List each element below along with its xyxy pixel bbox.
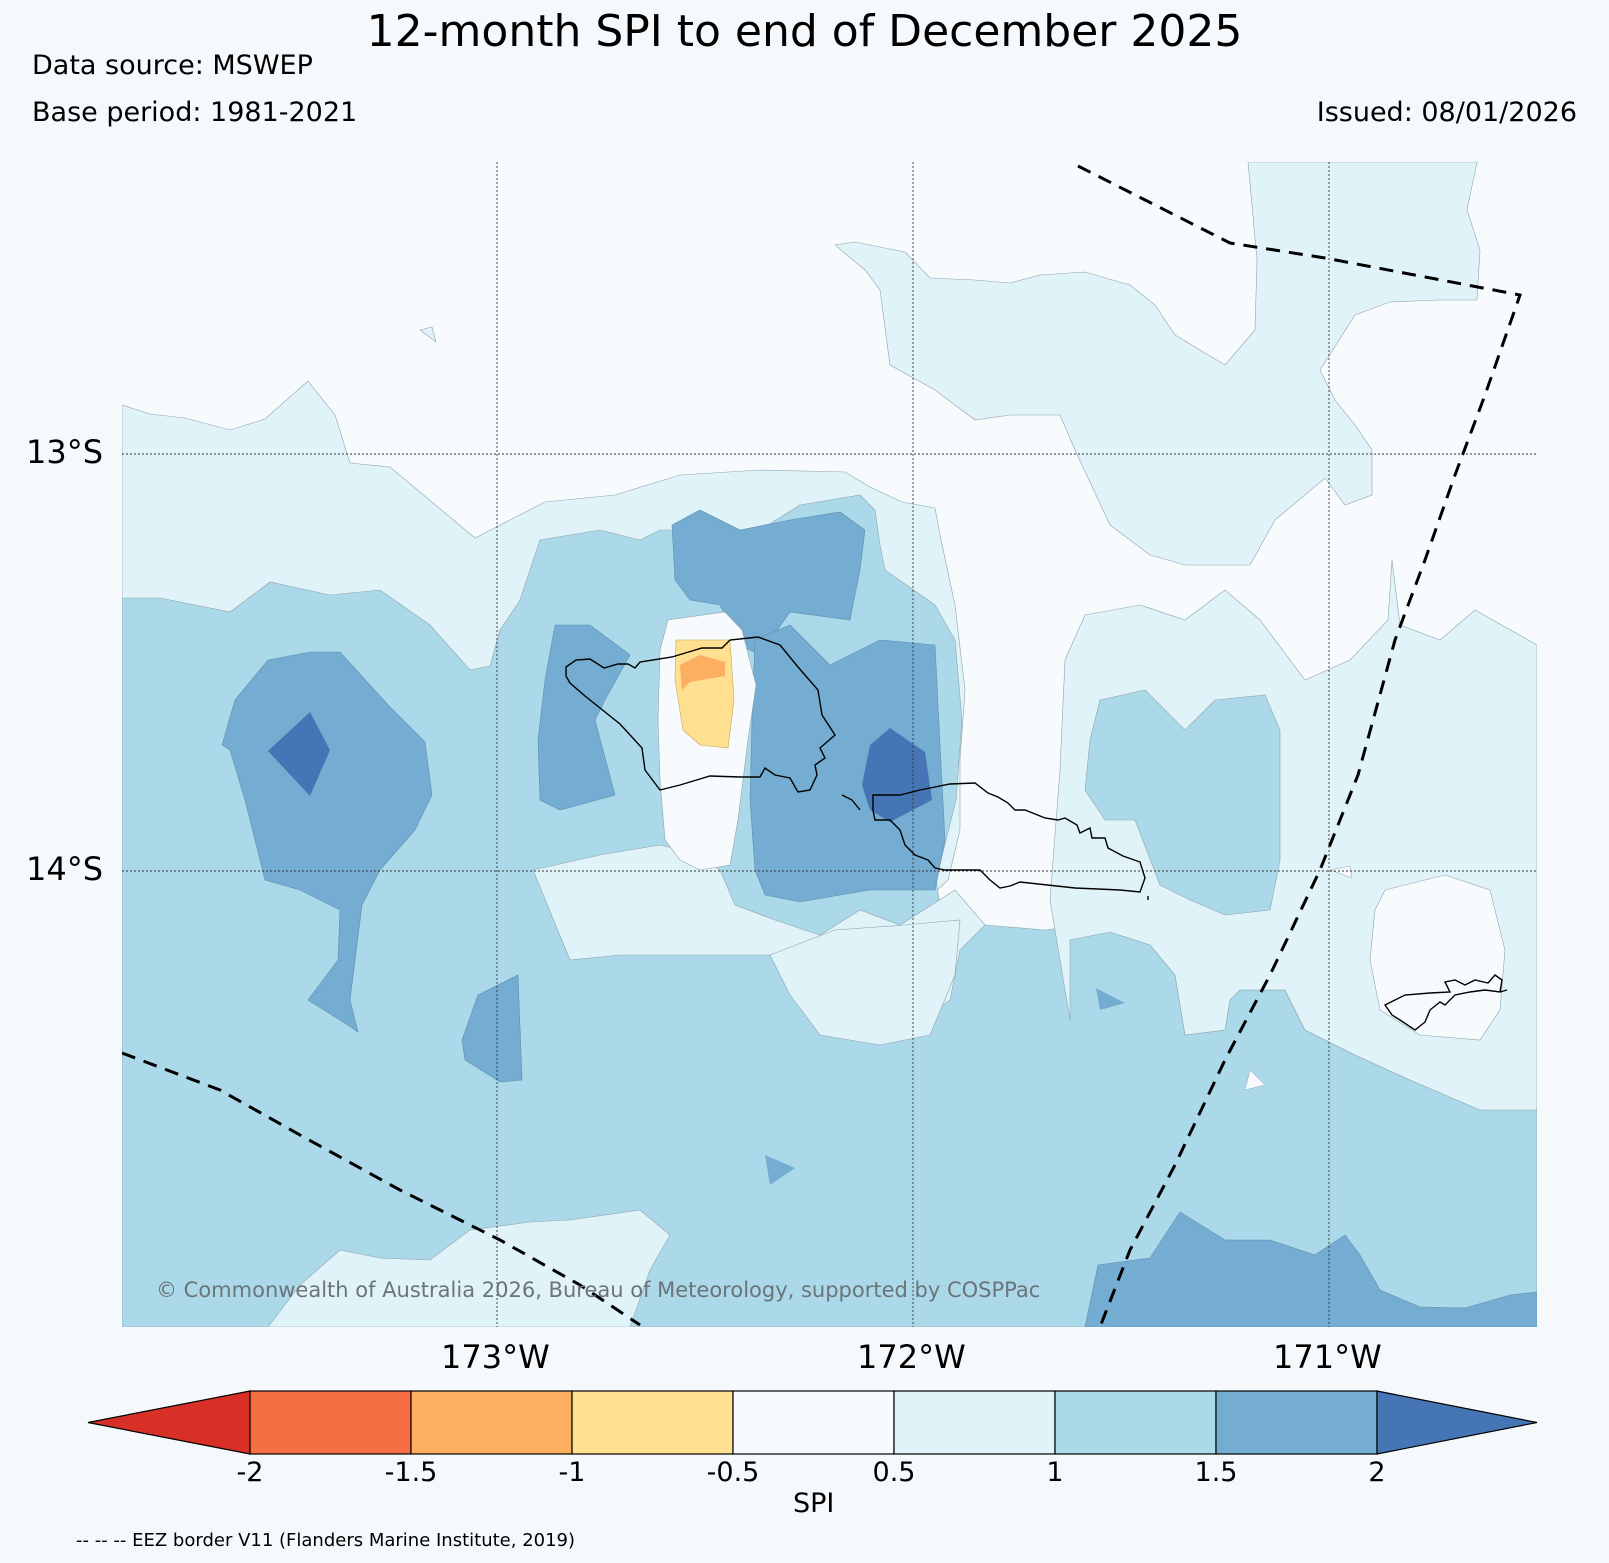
spi-spot-normal-east <box>1244 1069 1266 1091</box>
eez-east-border <box>1077 164 1522 1327</box>
spi-spot-east <box>1096 988 1125 1010</box>
colorbar-tick: -1 <box>558 1457 586 1488</box>
lon-label-172w: 172°W <box>857 1338 966 1376</box>
lat-label-13s: 13°S <box>26 433 104 471</box>
spi-band-extreme-wet-central <box>862 728 932 822</box>
copyright-notice: © Commonwealth of Australia 2026, Bureau… <box>156 1278 1041 1302</box>
spi-spot-south <box>461 974 523 1083</box>
spi-band-very-dry-core <box>680 655 725 690</box>
spi-band-light-bottom <box>267 1209 671 1327</box>
spi-band-very-wet-west <box>537 624 631 811</box>
upolu-coastline <box>872 782 1146 893</box>
spi-band-very-wet-north <box>671 509 866 656</box>
colorbar-extend-low <box>87 1390 251 1455</box>
spi-band-normal-tutuila <box>1369 874 1506 1041</box>
colorbar-bin <box>1054 1390 1217 1455</box>
colorbar-tick: 0.5 <box>872 1457 916 1488</box>
colorbar-tick: -0.5 <box>706 1457 760 1488</box>
lon-label-171w: 171°W <box>1273 1338 1382 1376</box>
spi-band-light-speck <box>419 326 437 343</box>
colorbar-bin <box>893 1390 1056 1455</box>
issued-date-label: Issued: 08/01/2026 <box>1316 97 1577 128</box>
tutuila-coastline <box>1383 974 1503 1031</box>
colorbar <box>87 1390 1538 1455</box>
spi-band-very-wet-southeast <box>1084 1211 1537 1327</box>
spi-contour-fill <box>122 162 1537 1327</box>
base-period-label: Base period: 1981-2021 <box>32 97 358 128</box>
spi-band-extreme-wet-left <box>268 712 330 796</box>
data-source-label: Data source: MSWEP <box>32 50 313 81</box>
colorbar-tick: 2 <box>1368 1457 1386 1488</box>
spi-band-light-upper-right <box>834 162 1481 566</box>
spi-band-wet-right <box>1084 689 1281 916</box>
colorbar-label: SPI <box>793 1488 835 1519</box>
spi-spot-south-2 <box>765 1155 795 1185</box>
lat-label-14s: 14°S <box>26 850 104 888</box>
spi-band-light-pocket-2 <box>769 919 961 1046</box>
colorbar-tick: -2 <box>236 1457 264 1488</box>
apolima-coastline <box>841 794 861 811</box>
savaii-coastline <box>565 636 836 793</box>
lon-label-173w: 173°W <box>441 1338 550 1376</box>
colorbar-bin <box>410 1390 573 1455</box>
colorbar-tick: 1 <box>1046 1457 1064 1488</box>
colorbar-bin <box>249 1390 412 1455</box>
coastlines <box>565 636 1508 1031</box>
colorbar-tick: -1.5 <box>384 1457 438 1488</box>
colorbar-bin <box>571 1390 734 1455</box>
eez-borders <box>122 164 1522 1327</box>
map-title: 12-month SPI to end of December 2025 <box>366 6 1243 57</box>
eez-legend-note: -- -- -- EEZ border V11 (Flanders Marine… <box>76 1530 576 1551</box>
spi-band-very-wet-central <box>749 624 946 903</box>
colorbar-bin <box>1215 1390 1378 1455</box>
spi-spot-normal-speck <box>1329 865 1353 879</box>
colorbar-bin <box>732 1390 895 1455</box>
colorbar-extend-high <box>1376 1390 1538 1455</box>
colorbar-tick: 1.5 <box>1194 1457 1238 1488</box>
eez-southwest-border <box>122 1051 641 1327</box>
tutuila-east-tip <box>1499 989 1508 993</box>
